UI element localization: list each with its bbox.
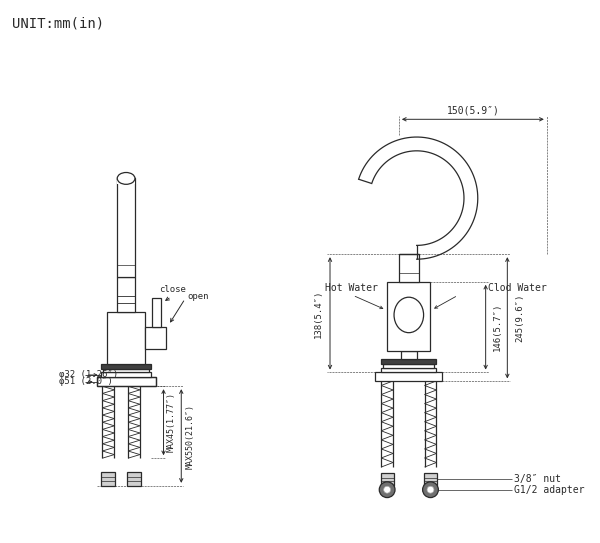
Text: Clod Water: Clod Water	[488, 283, 547, 293]
Text: 146(5.7″): 146(5.7″)	[493, 303, 502, 351]
Ellipse shape	[394, 297, 424, 333]
Bar	[381, 473, 394, 486]
Text: MAX45(1.77″): MAX45(1.77″)	[167, 392, 176, 452]
Polygon shape	[114, 337, 134, 347]
Bar	[376, 372, 442, 381]
Text: close: close	[160, 285, 187, 294]
Bar	[152, 298, 161, 327]
Bar	[401, 351, 416, 359]
Bar	[381, 368, 436, 372]
Ellipse shape	[117, 173, 135, 184]
Text: 138(5.4″): 138(5.4″)	[314, 289, 323, 338]
Bar	[101, 364, 151, 369]
Bar	[387, 282, 430, 351]
Bar	[97, 377, 155, 386]
Bar	[117, 179, 135, 277]
Text: φ51 (2.0″): φ51 (2.0″)	[59, 377, 113, 386]
Text: 3/8″ nut: 3/8″ nut	[514, 474, 561, 484]
Text: UNIT:mm(in): UNIT:mm(in)	[12, 17, 104, 31]
Bar	[117, 277, 135, 312]
Bar	[399, 254, 419, 282]
Bar	[107, 312, 145, 364]
Bar	[381, 359, 436, 364]
Bar	[424, 473, 437, 486]
Bar	[103, 369, 149, 372]
Text: 150(5.9″): 150(5.9″)	[446, 105, 499, 116]
Bar	[101, 372, 151, 377]
Text: open: open	[187, 292, 209, 301]
Text: Hot Water: Hot Water	[325, 283, 378, 293]
Text: MAX550(21.6″): MAX550(21.6″)	[185, 403, 194, 469]
Bar	[127, 472, 141, 486]
Text: φ32 (1.26″): φ32 (1.26″)	[59, 370, 118, 380]
Text: G1/2 adapter: G1/2 adapter	[514, 485, 585, 495]
Text: 245(9.6″): 245(9.6″)	[515, 294, 524, 342]
Circle shape	[379, 482, 395, 497]
Circle shape	[422, 482, 439, 497]
Circle shape	[383, 486, 391, 493]
Bar	[117, 179, 135, 184]
Bar	[101, 472, 115, 486]
Circle shape	[427, 486, 434, 493]
Bar	[145, 327, 166, 349]
Bar	[383, 364, 434, 368]
